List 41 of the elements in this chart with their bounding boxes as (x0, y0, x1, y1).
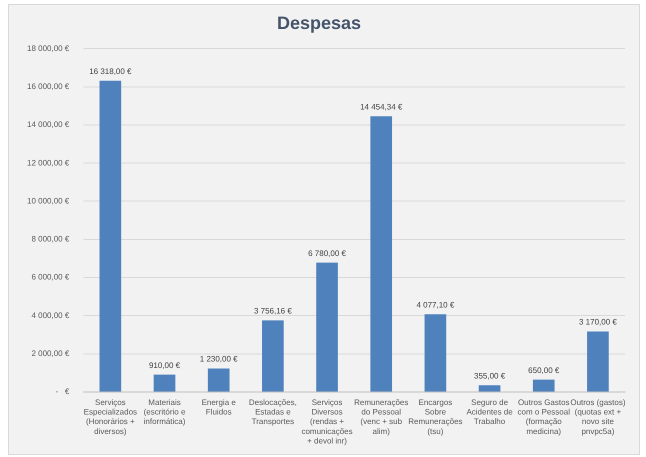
x-tick-label: Outros Gastos com o Pessoal (formação medicina) (518, 398, 570, 436)
bar (532, 380, 555, 392)
bar (262, 320, 284, 392)
bar (587, 332, 609, 392)
x-tick-label: Seguro de Acidentes de Trabalho (466, 398, 514, 426)
chart-title: Despesas (276, 12, 362, 33)
y-tick-label: 12 000,00 € (26, 158, 70, 168)
x-tick-label: Materiais (escritório e informática) (144, 398, 186, 426)
data-label: 650,00 € (528, 366, 560, 375)
x-tick-label: Deslocações, Estadas e Transportes (248, 398, 297, 426)
x-tick-label: Serviços Especializados (Honorários + diversos) (84, 398, 138, 436)
y-tick-label: 14 000,00 € (26, 120, 70, 130)
bar (478, 385, 500, 392)
bar (154, 374, 176, 392)
y-tick-label: - € (55, 387, 70, 396)
x-tick-label: Energia e Fluidos (202, 398, 236, 417)
data-label: 3 170,00 € (579, 318, 618, 327)
bar (424, 314, 446, 392)
data-label: 1 230,00 € (200, 354, 238, 364)
data-label: 16 318,00 € (89, 66, 132, 76)
y-tick-label: 4 000,00 € (31, 310, 70, 320)
data-label: 355,00 € (474, 371, 506, 380)
y-tick-label: 6 000,00 € (31, 272, 70, 282)
data-label: 910,00 € (148, 360, 181, 370)
y-tick-label: 2 000,00 € (31, 349, 70, 358)
x-tick-label: Encargos Sobre Remunerações (tsu) (408, 398, 463, 436)
bar (208, 368, 230, 392)
x-tick-label: Outros (gastos) (quotas ext + novo site pnvpc5a) (570, 398, 626, 436)
y-tick-label: 18 000,00 € (26, 44, 70, 53)
y-tick-label: 16 000,00 € (26, 82, 70, 91)
bar (370, 116, 392, 392)
x-tick-label: Serviços Diversos (rendas + comunicações + devol inr) (301, 398, 353, 446)
bar (100, 80, 122, 392)
data-label: 14 454,34 € (360, 102, 403, 112)
data-label: 6 780,00 € (308, 248, 346, 258)
y-tick-label: 8 000,00 € (31, 234, 70, 244)
bar (316, 262, 338, 392)
data-label: 3 756,16 € (254, 306, 292, 316)
y-tick-label: 10 000,00 € (26, 196, 70, 206)
x-tick-label: Remunerações do Pessoal (venc + sub alim) (354, 398, 408, 436)
data-label: 4 077,10 € (416, 300, 455, 310)
